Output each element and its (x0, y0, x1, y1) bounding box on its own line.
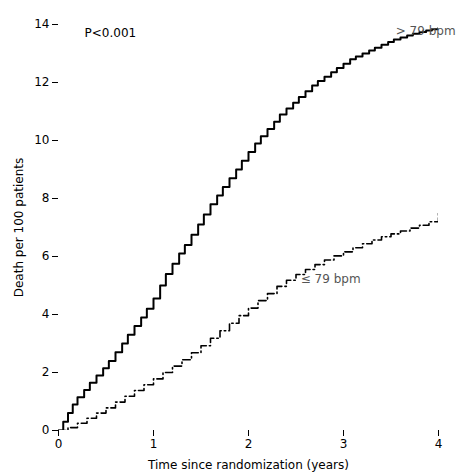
svg-text:10: 10 (34, 133, 49, 147)
svg-text:2: 2 (42, 365, 50, 379)
svg-text:14: 14 (34, 17, 49, 31)
svg-text:1: 1 (150, 437, 158, 451)
svg-text:Time since randomization (year: Time since randomization (years) (147, 458, 349, 472)
svg-text:4: 4 (435, 437, 443, 451)
svg-text:≤ 79 bpm: ≤ 79 bpm (301, 272, 361, 286)
svg-text:> 79 bpm: > 79 bpm (396, 24, 456, 38)
svg-text:3: 3 (340, 437, 348, 451)
svg-text:6: 6 (42, 249, 50, 263)
svg-text:12: 12 (34, 75, 49, 89)
svg-text:Death per 100 patients: Death per 100 patients (12, 158, 26, 298)
svg-text:0: 0 (55, 437, 63, 451)
svg-text:2: 2 (245, 437, 253, 451)
svg-text:4: 4 (42, 307, 50, 321)
svg-text:0: 0 (42, 423, 50, 437)
svg-text:P<0.001: P<0.001 (85, 26, 137, 40)
svg-text:8: 8 (42, 191, 50, 205)
